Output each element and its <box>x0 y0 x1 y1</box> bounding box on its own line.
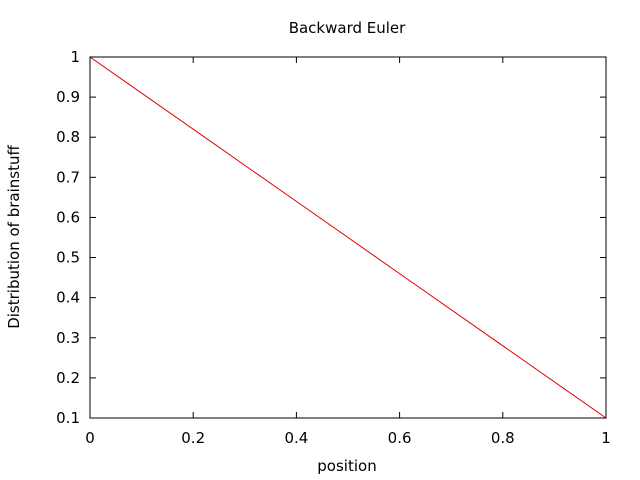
series-layer <box>89 56 607 419</box>
x-tick-label: 0.6 <box>388 429 412 447</box>
y-tick-label: 1 <box>70 48 80 66</box>
y-tick-label: 0.7 <box>56 168 80 186</box>
y-tick-label: 0.3 <box>56 329 80 347</box>
y-axis-label: Distribution of brainstuff <box>5 145 23 329</box>
y-tick-label: 0.4 <box>56 289 80 307</box>
x-tick-label: 0.8 <box>491 429 515 447</box>
y-tick-label: 0.5 <box>56 249 80 267</box>
x-tick-label: 0.2 <box>181 429 205 447</box>
y-tick-label: 0.6 <box>56 208 80 226</box>
series-line <box>89 56 607 419</box>
x-axis-label: position <box>317 457 376 475</box>
x-tick-label: 1 <box>601 429 611 447</box>
y-tick-label: 0.8 <box>56 128 80 146</box>
y-tick-label: 0.2 <box>56 369 80 387</box>
y-tick-label: 0.1 <box>56 409 80 427</box>
x-tick-label: 0 <box>85 429 95 447</box>
y-tick-label: 0.9 <box>56 88 80 106</box>
plot-frame <box>89 56 607 419</box>
tick-labels: 0 0.2 0.4 0.6 0.8 1 0.1 0.2 0.3 0.4 0.5 0.6 0.7 0.8 0.… <box>56 48 611 447</box>
x-tick-label: 0.4 <box>284 429 308 447</box>
chart-title: Backward Euler <box>289 19 406 37</box>
